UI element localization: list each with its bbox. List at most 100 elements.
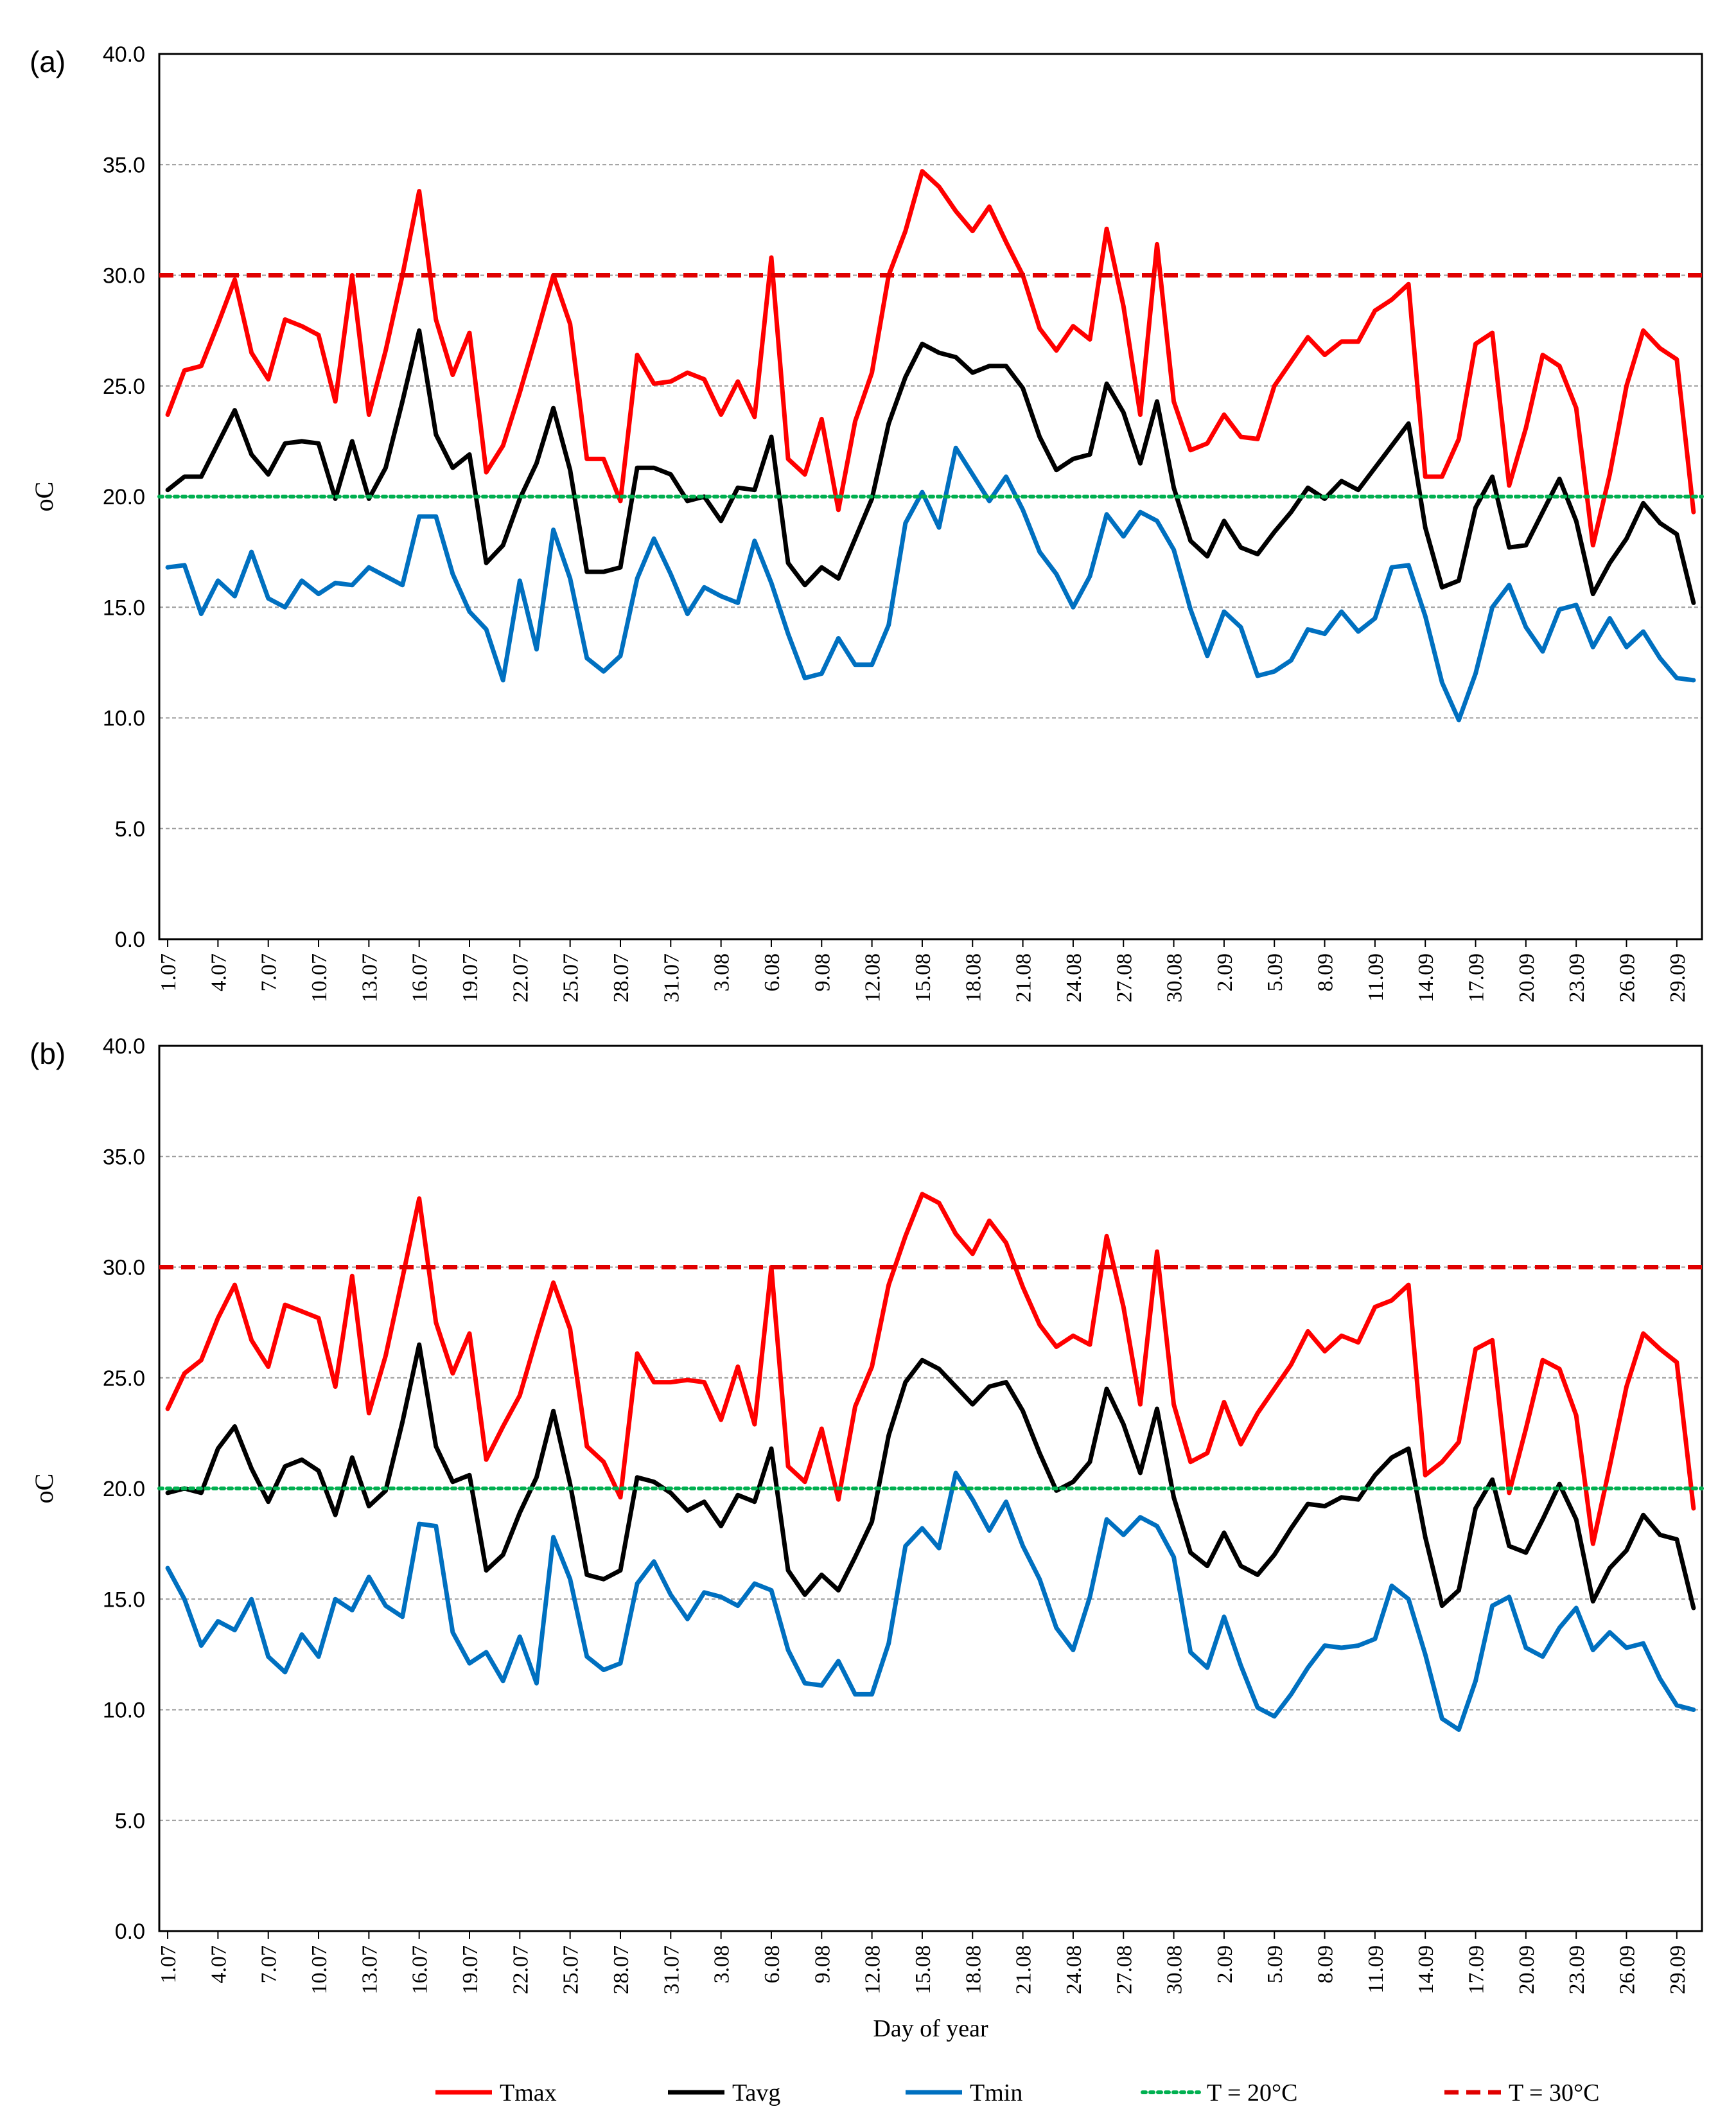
x-tick-label: 25.07 <box>559 953 583 1003</box>
y-tick-label: 10.0 <box>103 707 145 731</box>
x-tick-label: 23.09 <box>1565 1945 1589 1995</box>
x-tick-label: 3.08 <box>710 953 734 992</box>
x-tick-label: 12.08 <box>861 1945 885 1995</box>
x-tick-label: 3.08 <box>710 1945 734 1984</box>
legend-label: T = 20°C <box>1207 2079 1298 2106</box>
x-tick-label: 24.08 <box>1062 953 1086 1003</box>
x-tick-label: 2.09 <box>1213 953 1237 992</box>
y-tick-label: 30.0 <box>103 1256 145 1280</box>
x-tick-label: 29.09 <box>1666 953 1690 1003</box>
x-tick-label: 5.09 <box>1263 1945 1287 1984</box>
y-tick-label: 40.0 <box>103 1034 145 1059</box>
x-tick-label: 4.07 <box>207 1945 231 1984</box>
x-tick-label: 7.07 <box>258 953 281 992</box>
x-tick-label: 2.09 <box>1213 1945 1237 1984</box>
x-tick-label: 26.09 <box>1616 953 1640 1003</box>
x-tick-label: 21.08 <box>1012 953 1036 1003</box>
y-tick-label: 15.0 <box>103 1587 145 1612</box>
chart-panel-a: 0.0 5.0 10.0 15.0 20.0 25.0 30.0 35.0 40.0 1.07 4.… <box>30 42 1704 1003</box>
x-tick-label: 22.07 <box>509 953 532 1003</box>
panel-label: (b) <box>30 1037 66 1070</box>
x-tick-label: 13.07 <box>358 1945 381 1995</box>
x-tick-label: 28.07 <box>609 1945 633 1995</box>
panel-label: (a) <box>30 45 66 78</box>
x-tick-label: 20.09 <box>1515 1945 1539 1995</box>
x-tick-label: 18.08 <box>961 953 985 1003</box>
x-tick-label: 1.07 <box>157 953 180 992</box>
x-tick-label: 1.07 <box>157 1945 180 1984</box>
y-tick-label: 0.0 <box>115 1920 145 1944</box>
x-tick-label: 28.07 <box>609 953 633 1003</box>
x-tick-label: 21.08 <box>1012 1945 1036 1995</box>
y-tick-label: 20.0 <box>103 485 145 509</box>
legend-label: T = 30°C <box>1509 2079 1600 2106</box>
series-line-tavg <box>165 1342 1696 1611</box>
x-tick-label: 11.09 <box>1364 953 1388 1002</box>
x-tick-label: 4.07 <box>207 953 231 992</box>
y-tick-label: 20.0 <box>103 1477 145 1501</box>
x-tick-label: 6.08 <box>760 1945 784 1984</box>
y-tick-label: 15.0 <box>103 596 145 620</box>
legend-label: Tavg <box>732 2079 780 2106</box>
x-tick-label: 31.07 <box>660 1945 683 1995</box>
x-tick-label: 12.08 <box>861 953 885 1003</box>
x-tick-label: 8.09 <box>1314 1945 1338 1984</box>
x-tick-label: 14.09 <box>1414 953 1438 1003</box>
x-tick-label: 7.07 <box>258 1945 281 1984</box>
series-line-tavg <box>165 328 1696 605</box>
x-tick-label: 16.07 <box>408 953 432 1003</box>
x-tick-label: 30.08 <box>1163 953 1187 1003</box>
x-tick-label: 17.09 <box>1465 1945 1489 1995</box>
x-tick-label: 10.07 <box>308 953 331 1003</box>
x-tick-label: 22.07 <box>509 1945 532 1995</box>
x-tick-label: 5.09 <box>1263 953 1287 992</box>
series-line-tmin <box>165 445 1696 723</box>
series-line-tmax <box>165 169 1696 548</box>
x-tick-label: 29.09 <box>1666 1945 1690 1995</box>
y-axis-label: oC <box>30 482 58 512</box>
x-tick-label: 23.09 <box>1565 953 1589 1003</box>
x-tick-label: 31.07 <box>660 953 683 1003</box>
x-tick-label: 9.08 <box>811 1945 834 1984</box>
y-tick-label: 0.0 <box>115 928 145 952</box>
x-tick-label: 19.07 <box>459 1945 482 1995</box>
x-tick-label: 15.08 <box>911 1945 935 1995</box>
x-tick-label: 26.09 <box>1616 1945 1640 1995</box>
x-tick-label: 8.09 <box>1314 953 1338 992</box>
x-tick-label: 11.09 <box>1364 1945 1388 1993</box>
y-tick-label: 35.0 <box>103 1145 145 1169</box>
chart-panel-b: 0.0 5.0 10.0 15.0 20.0 25.0 30.0 35.0 40.0 1.07 4.… <box>30 1034 1704 1995</box>
legend: Tmax Tavg Tmin T = 20°C T = 30°C <box>435 2079 1600 2106</box>
x-tick-label: 6.08 <box>760 953 784 992</box>
x-tick-label: 25.07 <box>559 1945 583 1995</box>
x-tick-label: 10.07 <box>308 1945 331 1995</box>
y-tick-label: 25.0 <box>103 375 145 399</box>
series-line-tmin <box>165 1470 1696 1732</box>
x-tick-label: 20.09 <box>1515 953 1539 1003</box>
x-tick-label: 14.09 <box>1414 1945 1438 1995</box>
y-tick-label: 40.0 <box>103 42 145 67</box>
x-tick-label: 15.08 <box>911 953 935 1003</box>
x-tick-label: 24.08 <box>1062 1945 1086 1995</box>
y-tick-label: 10.0 <box>103 1699 145 1723</box>
x-tick-label: 19.07 <box>459 953 482 1003</box>
x-tick-label: 9.08 <box>811 953 834 992</box>
y-tick-label: 30.0 <box>103 264 145 288</box>
y-tick-label: 5.0 <box>115 1809 145 1833</box>
x-tick-label: 17.09 <box>1465 953 1489 1003</box>
y-tick-label: 25.0 <box>103 1366 145 1391</box>
x-tick-label: 30.08 <box>1163 1945 1187 1995</box>
x-tick-label: 27.08 <box>1112 1945 1136 1995</box>
x-tick-label: 18.08 <box>961 1945 985 1995</box>
y-axis-label: oC <box>30 1474 58 1504</box>
x-tick-label: 13.07 <box>358 953 381 1003</box>
series-line-tmax <box>165 1192 1696 1546</box>
x-tick-label: 16.07 <box>408 1945 432 1995</box>
x-tick-label: 27.08 <box>1112 953 1136 1003</box>
legend-label: Tmax <box>500 2079 557 2106</box>
y-tick-label: 35.0 <box>103 153 145 177</box>
legend-label: Tmin <box>970 2079 1022 2106</box>
y-tick-label: 5.0 <box>115 817 145 842</box>
x-axis-title: Day of year <box>873 2015 988 2042</box>
